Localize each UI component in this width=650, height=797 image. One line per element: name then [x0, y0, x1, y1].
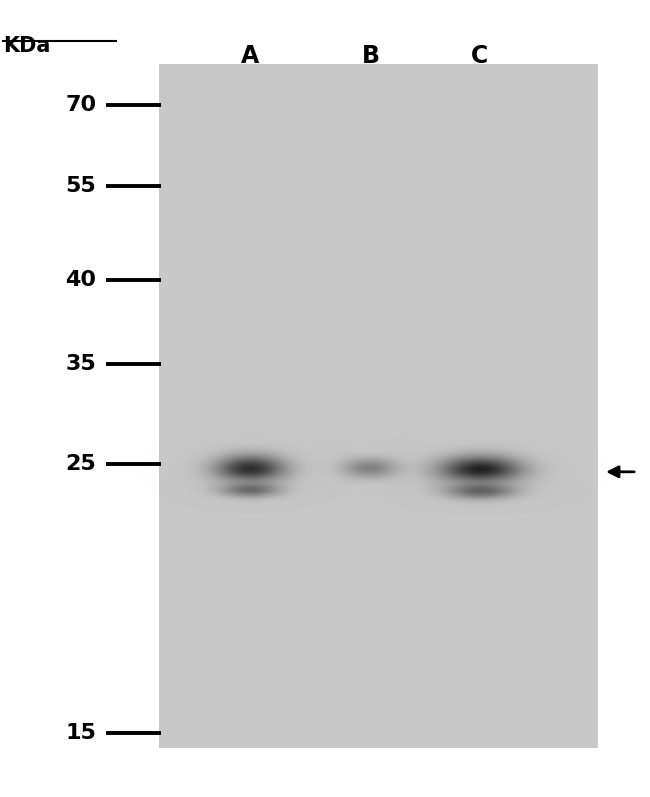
Text: 40: 40 [65, 269, 96, 290]
Text: 25: 25 [66, 453, 96, 474]
Text: B: B [361, 44, 380, 68]
Text: C: C [471, 44, 488, 68]
Text: 35: 35 [66, 354, 96, 375]
Text: A: A [241, 44, 259, 68]
Text: 55: 55 [66, 176, 96, 197]
Text: 15: 15 [65, 723, 96, 744]
Bar [159, 64, 598, 748]
Text: 70: 70 [65, 95, 96, 116]
Text: KDa: KDa [3, 36, 51, 56]
